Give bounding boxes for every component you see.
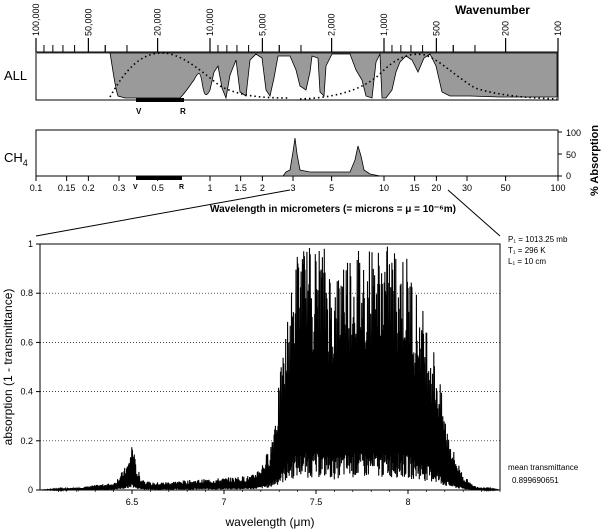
micron-visible-v: V: [133, 184, 138, 191]
pct-absorption-title: % Absorption: [589, 125, 601, 196]
all-label: ALL: [4, 68, 27, 83]
micron-tick-label: 10: [379, 183, 389, 193]
main-y-tick-label: 0.4: [20, 387, 33, 397]
main-x-tick-label: 7: [221, 497, 226, 507]
main-chart: 00.20.40.60.81 6.5 7 7.5 8 wavelength (μm) …: [1, 239, 501, 529]
micron-tick-label: 1: [207, 183, 212, 193]
mean-transmittance-label: mean transmittance: [508, 463, 579, 472]
ch4-absorption-fill: [36, 137, 381, 177]
main-x-tick-label: 8: [405, 497, 410, 507]
micron-tick-label: 30: [462, 183, 472, 193]
micron-tick-label: 1.5: [234, 183, 247, 193]
all-solar-curve: [109, 52, 291, 99]
pct-label-100: 100: [566, 128, 581, 138]
wavenumber-tick-label: 5,000: [257, 13, 267, 36]
wavenumber-tick-label: 1,000: [379, 13, 389, 36]
zoom-line-right: [447, 189, 501, 237]
micron-tick-label: 0.1: [30, 183, 43, 193]
micron-visible-bar: [136, 176, 182, 180]
zoom-line-left: [35, 189, 291, 237]
wavenumber-tick-label: 500: [431, 21, 441, 36]
main-x-title: wavelength (μm): [225, 515, 315, 529]
micron-tick-label: 0.15: [58, 183, 76, 193]
wavenumber-title: Wavenumber: [455, 3, 530, 17]
ch4-panel: CH4 100 50 0 % Absorption V R: [4, 125, 601, 196]
micron-tick-label: 0.2: [82, 183, 95, 193]
main-y-tick-label: 1: [28, 239, 33, 249]
micron-axis-title: Wavelength in micrometers (= microns = μ…: [210, 204, 456, 215]
wavenumber-tick-label: 50,000: [83, 8, 93, 36]
param-temperature: T₁ = 296 K: [508, 246, 546, 255]
main-x-tick-label: 7.5: [310, 497, 323, 507]
main-y-title: absorption (1 - transmittance): [1, 289, 15, 446]
param-pressure: P₁ = 1013.25 mb: [508, 235, 568, 244]
pct-label-50: 50: [566, 150, 576, 160]
main-y-ticks: 0 0.2 0.4 0.6 0.8 1: [20, 239, 40, 495]
visible-v-label: V: [136, 107, 142, 116]
visible-band-bar: [136, 98, 184, 102]
visible-r-label: R: [180, 107, 186, 116]
micron-tick-label: 2: [260, 183, 265, 193]
micron-visible-r: R: [179, 184, 184, 191]
absorption-series-line: [40, 246, 501, 492]
micron-tick-label: 20: [431, 183, 441, 193]
main-x-ticks: 6.5 7 7.5 8: [58, 490, 501, 507]
mean-transmittance-value: 0.899690651: [512, 476, 559, 485]
micron-axis: 0.1 0.15 0.2 0.3 0.5 1 1.5 2 3 5 10 15 20 30 50 100: [30, 176, 566, 193]
wavenumber-tick-label: 2,000: [327, 13, 337, 36]
main-y-tick-label: 0.8: [20, 288, 33, 298]
all-panel: V R ALL: [4, 51, 559, 116]
ch4-label: CH4: [4, 150, 28, 168]
wavenumber-tick-label: 100: [553, 21, 563, 36]
micron-tick-label: 3: [291, 183, 296, 193]
wavenumber-tick-label: 20,000: [153, 8, 163, 36]
main-x-tick-label: 6.5: [126, 497, 139, 507]
micron-tick-label: 0.5: [151, 183, 164, 193]
param-length: L₁ = 10 cm: [508, 257, 546, 266]
wavenumber-tick-label: 100,000: [31, 3, 41, 36]
micron-tick-label: 50: [501, 183, 511, 193]
all-absorption-fill: [37, 52, 558, 100]
main-y-tick-label: 0.6: [20, 337, 33, 347]
micron-tick-label: 15: [410, 183, 420, 193]
micron-tick-label: 100: [550, 183, 565, 193]
wavenumber-tick-label: 10,000: [205, 8, 215, 36]
wavenumber-tick-labels: 100,000 50,000 20,000 10,000 5,000 2,000 1,000…: [31, 3, 563, 52]
micron-tick-label: 0.3: [113, 183, 126, 193]
main-y-tick-label: 0.2: [20, 436, 33, 446]
wavenumber-tick-label: 200: [501, 21, 511, 36]
micron-tick-label: 5: [329, 183, 334, 193]
main-y-tick-label: 0: [28, 485, 33, 495]
pct-label-0: 0: [566, 171, 571, 181]
